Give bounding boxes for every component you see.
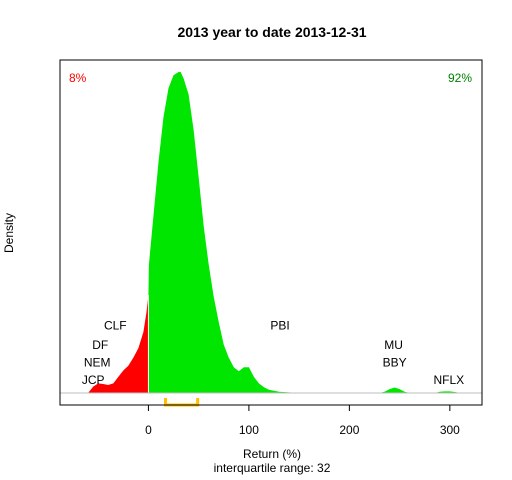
- annotation-pbi: PBI: [270, 319, 289, 333]
- x-axis: 0 100 200 300: [145, 404, 460, 437]
- chart-title: 2013 year to date 2013-12-31: [177, 24, 366, 40]
- x-tick-label-100: 100: [239, 423, 259, 437]
- positive-returns-area: [148, 72, 460, 393]
- annotation-mu: MU: [384, 338, 403, 352]
- iqr-caption: interquartile range: 32: [214, 461, 331, 475]
- annotation-clf: CLF: [104, 319, 127, 333]
- annotation-nflx: NFLX: [433, 373, 464, 387]
- x-axis-label: Return (%): [243, 447, 301, 461]
- annotation-bby: BBY: [383, 356, 407, 370]
- plot-area: CLF DF NEM JCP PBI MU BBY NFLX: [60, 72, 482, 407]
- x-tick-label-0: 0: [145, 423, 152, 437]
- x-tick-label-300: 300: [440, 423, 460, 437]
- annotation-labels: CLF DF NEM JCP PBI MU BBY NFLX: [82, 319, 464, 388]
- y-axis-label: Density: [2, 213, 16, 253]
- interquartile-range-bracket: [164, 398, 200, 407]
- annotation-df: DF: [92, 338, 108, 352]
- negative-returns-area: [88, 295, 149, 393]
- x-tick-label-200: 200: [339, 423, 359, 437]
- negative-share-label: 8%: [69, 71, 87, 85]
- positive-share-label: 92%: [448, 71, 472, 85]
- annotation-jcp: JCP: [82, 373, 105, 387]
- plot-frame: [59, 59, 483, 406]
- annotation-nem: NEM: [84, 356, 111, 370]
